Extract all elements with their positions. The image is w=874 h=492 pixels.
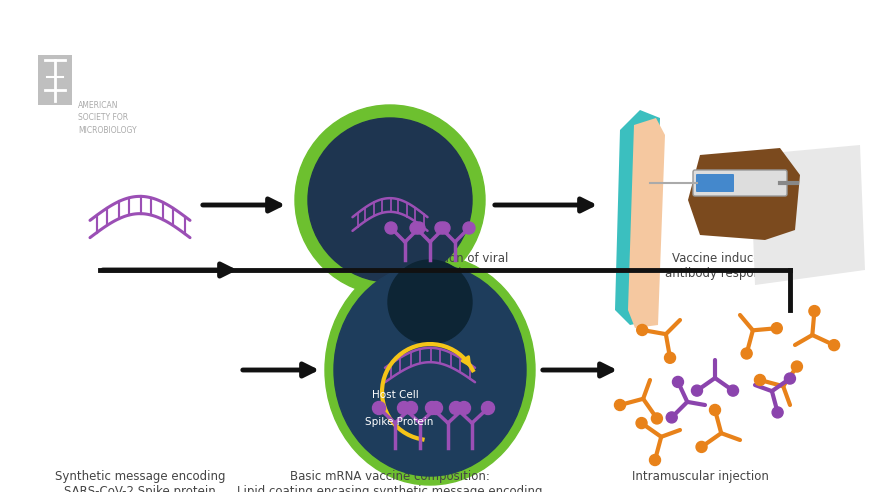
Circle shape [435,222,447,234]
Circle shape [664,352,676,363]
Circle shape [754,374,766,386]
Circle shape [295,105,485,295]
Text: Cellular production of viral
Spike protein: Cellular production of viral Spike prote… [351,252,509,280]
Circle shape [372,401,385,414]
Text: Spike Protein: Spike Protein [365,417,434,427]
Circle shape [829,339,840,351]
Circle shape [792,361,802,372]
Circle shape [385,222,397,234]
Circle shape [649,455,661,465]
Circle shape [636,418,647,429]
Circle shape [666,412,677,423]
Polygon shape [750,145,865,285]
Circle shape [785,373,795,384]
Circle shape [405,401,418,414]
Polygon shape [688,148,800,240]
Circle shape [482,401,495,414]
Ellipse shape [325,255,535,485]
Circle shape [741,348,753,359]
Circle shape [457,401,470,414]
Circle shape [426,401,439,414]
Circle shape [413,222,425,234]
Text: Intramuscular injection: Intramuscular injection [632,470,768,483]
Circle shape [809,306,820,316]
Polygon shape [628,118,665,328]
Text: Synthetic message encoding
SARS-CoV-2 Spike protein: Synthetic message encoding SARS-CoV-2 Sp… [55,470,225,492]
Text: Basic mRNA vaccine composition:
Lipid coating encasing synthetic message encodin: Basic mRNA vaccine composition: Lipid co… [237,470,543,492]
Circle shape [398,401,411,414]
Circle shape [429,401,442,414]
Circle shape [410,222,422,234]
Circle shape [691,385,703,396]
FancyBboxPatch shape [693,170,787,196]
Circle shape [772,407,783,418]
Text: Vaccine induced
antibody response: Vaccine induced antibody response [665,252,774,280]
Circle shape [696,441,707,453]
Circle shape [651,413,662,424]
Circle shape [637,325,648,336]
Circle shape [463,222,475,234]
Circle shape [438,222,450,234]
Text: AMERICAN
SOCIETY FOR
MICROBIOLOGY: AMERICAN SOCIETY FOR MICROBIOLOGY [78,101,136,135]
FancyBboxPatch shape [696,174,734,192]
Circle shape [449,401,462,414]
Circle shape [710,404,720,415]
Circle shape [388,260,472,344]
Circle shape [614,400,626,410]
Ellipse shape [334,264,526,476]
Circle shape [771,323,782,334]
Polygon shape [615,110,660,325]
Circle shape [727,385,739,396]
FancyBboxPatch shape [38,55,72,105]
Circle shape [308,118,472,282]
Text: Host Cell: Host Cell [372,390,419,400]
Circle shape [672,376,683,387]
